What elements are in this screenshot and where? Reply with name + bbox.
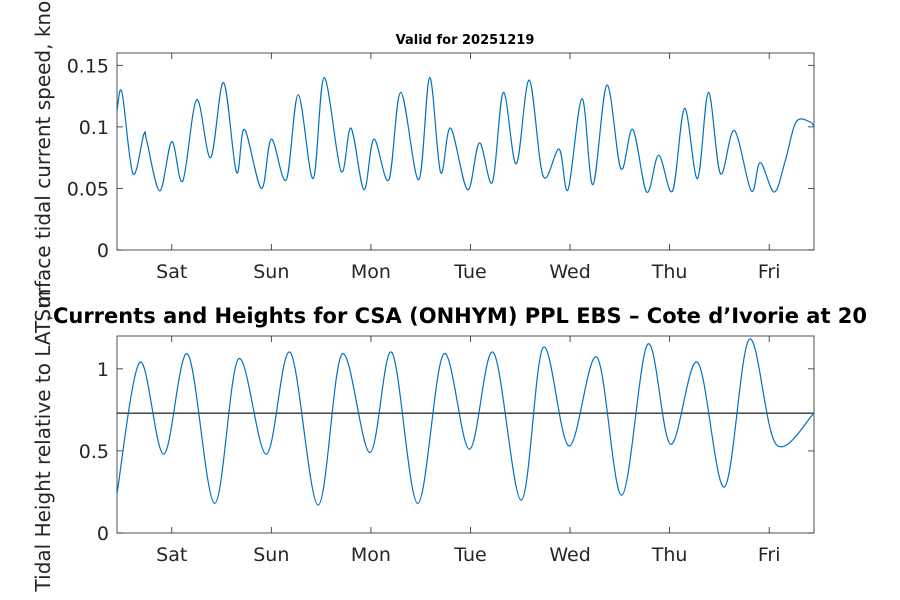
y-tick-label: 1 xyxy=(97,359,109,381)
tidal-height-chart: Sat Sun Mon Tue Wed Thu Fri 00.51 Tidal Height… xyxy=(31,289,867,593)
x-tick-label: Fri xyxy=(758,544,781,566)
plot-area xyxy=(116,52,815,251)
x-tick-label: Thu xyxy=(651,261,688,283)
x-tick-label: Sun xyxy=(253,544,289,566)
y-axis-title: Tidal Height relative to LAT, m xyxy=(31,289,55,593)
y-tick-label: 0.1 xyxy=(79,117,109,139)
x-tick-label: Sat xyxy=(156,544,187,566)
x-ticks: Sat Sun Mon Tue Wed Thu Fri xyxy=(156,336,781,566)
tidal-current-chart: Valid for 20251219 Sat Sun Mon Tue Wed Thu Fri… xyxy=(31,0,815,322)
x-tick-label: Mon xyxy=(351,544,391,566)
y-tick-label: 0.15 xyxy=(67,55,109,77)
x-tick-label: Wed xyxy=(549,261,590,283)
y-ticks: 00.51 xyxy=(79,359,814,545)
chart-title: Valid for 20251219 xyxy=(396,33,535,48)
y-tick-label: 0 xyxy=(97,523,109,545)
current-speed-line xyxy=(116,77,815,193)
y-ticks: 0 0.05 0.1 0.15 xyxy=(67,55,814,262)
x-tick-label: Tue xyxy=(453,261,486,283)
x-ticks: Sat Sun Mon Tue Wed Thu Fri xyxy=(156,53,781,283)
x-tick-label: Fri xyxy=(758,261,781,283)
y-tick-label: 0.05 xyxy=(67,178,109,200)
x-tick-label: Mon xyxy=(351,261,391,283)
plot-area xyxy=(116,335,815,534)
tidal-height-line xyxy=(116,338,815,506)
y-axis-title: Surface tidal current speed, knots xyxy=(31,0,55,322)
y-tick-label: 0.5 xyxy=(79,441,109,463)
x-tick-label: Thu xyxy=(651,544,688,566)
y-tick-label: 0 xyxy=(97,240,109,262)
chart-title: Currents and Heights for CSA (ONHYM) PPL… xyxy=(53,304,867,328)
x-tick-label: Wed xyxy=(549,544,590,566)
x-tick-label: Sun xyxy=(253,261,289,283)
x-tick-label: Sat xyxy=(156,261,187,283)
x-tick-label: Tue xyxy=(453,544,486,566)
